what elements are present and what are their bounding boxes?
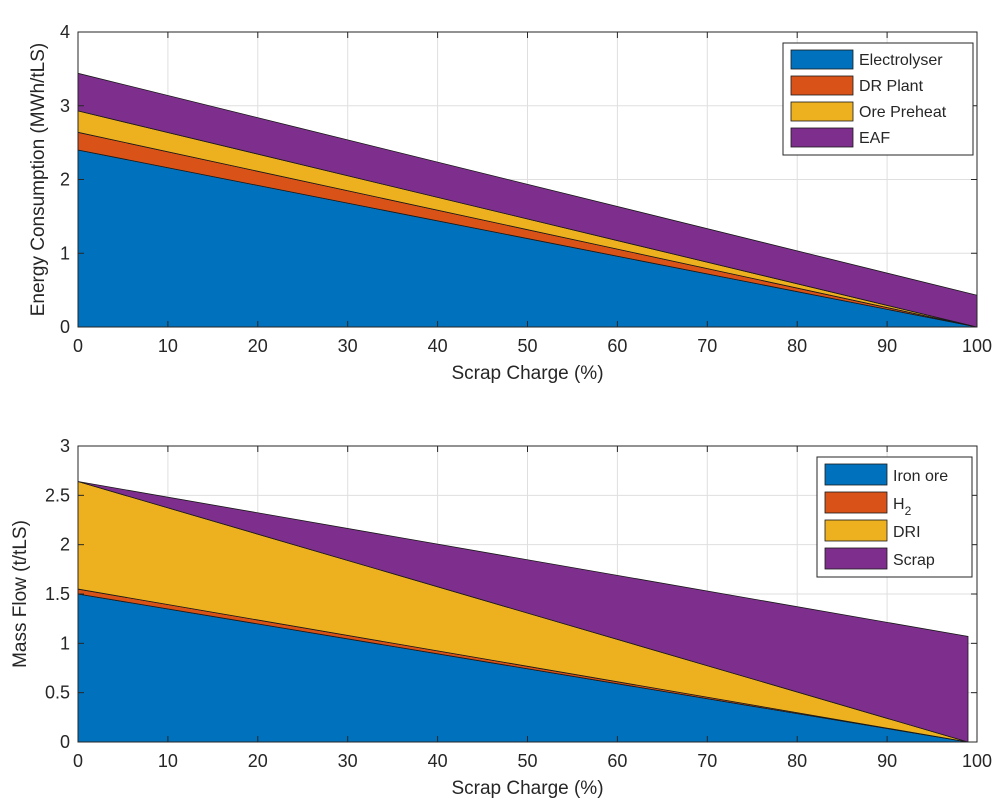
- legend-label-iron-ore: Iron ore: [893, 468, 948, 485]
- area-scrap: [77, 481, 969, 743]
- mass-flow-chart: 0 10 20 30 40 50 60 70 80 90 100 0 0.5 1 1.5 2 2.5 3 Scrap…: [10, 436, 992, 799]
- x-tick-label: 80: [787, 336, 807, 356]
- x-tick-label: 30: [338, 336, 358, 356]
- x-axis-label: Scrap Charge (%): [451, 363, 603, 384]
- legend-swatch-iron-ore: [824, 463, 888, 486]
- energy-consumption-chart: 0 10 20 30 40 50 60 70 80 90 100 0 1 2 3 4 Scrap Charge …: [28, 22, 992, 384]
- x-tick-label: 50: [517, 336, 537, 356]
- legend-label-dri: DRI: [893, 524, 921, 541]
- x-tick-label: 100: [962, 751, 992, 771]
- x-tick-label: 20: [248, 336, 268, 356]
- x-tick-label: 10: [158, 751, 178, 771]
- y-axis-label: Energy Consumption (MWh/tLS): [28, 43, 49, 317]
- y-tick-label: 0: [60, 732, 70, 752]
- legend-swatch-dr-plant: [790, 75, 854, 96]
- x-tick-label: 10: [158, 336, 178, 356]
- y-axis-label: Mass Flow (t/tLS): [10, 520, 31, 668]
- x-tick-label: 0: [73, 751, 83, 771]
- y-tick-label: 4: [60, 22, 70, 42]
- y-tick-label: 0.5: [45, 683, 70, 703]
- legend-swatch-scrap: [824, 547, 888, 570]
- x-tick-label: 70: [697, 336, 717, 356]
- x-tick-label: 80: [787, 751, 807, 771]
- y-tick-label: 3: [60, 96, 70, 116]
- legend-swatch-dri: [824, 519, 888, 542]
- x-tick-label: 30: [338, 751, 358, 771]
- legend-swatch-ore-preheat: [790, 101, 854, 122]
- x-tick-label: 70: [697, 751, 717, 771]
- legend-label-ore-preheat: Ore Preheat: [859, 104, 947, 121]
- y-tick-label: 1: [60, 633, 70, 653]
- y-tick-label: 2: [60, 170, 70, 190]
- x-tick-label: 90: [877, 751, 897, 771]
- legend: Electrolyser DR Plant Ore Preheat EAF: [782, 42, 974, 156]
- y-tick-label: 1.5: [45, 584, 70, 604]
- x-tick-label: 40: [428, 336, 448, 356]
- x-tick-label: 50: [517, 751, 537, 771]
- legend-swatch-h2: [824, 491, 888, 514]
- x-tick-label: 60: [607, 336, 627, 356]
- legend-label-scrap: Scrap: [893, 552, 935, 569]
- x-tick-label: 0: [73, 336, 83, 356]
- y-tick-label: 0: [60, 317, 70, 337]
- x-tick-label: 100: [962, 336, 992, 356]
- y-tick-label: 2.5: [45, 485, 70, 505]
- y-tick-label: 1: [60, 243, 70, 263]
- legend-swatch-eaf: [790, 127, 854, 148]
- y-tick-label: 3: [60, 436, 70, 456]
- x-tick-label: 20: [248, 751, 268, 771]
- x-axis-label: Scrap Charge (%): [451, 778, 603, 799]
- legend-label-dr-plant: DR Plant: [859, 78, 924, 95]
- x-tick-label: 60: [607, 751, 627, 771]
- y-tick-label: 2: [60, 535, 70, 555]
- legend-label-subscript: 2: [905, 504, 912, 518]
- x-tick-label: 40: [428, 751, 448, 771]
- x-tick-label: 90: [877, 336, 897, 356]
- legend-swatch-electrolyser: [790, 49, 854, 70]
- legend-label-electrolyser: Electrolyser: [859, 52, 943, 69]
- legend-label-eaf: EAF: [859, 130, 890, 147]
